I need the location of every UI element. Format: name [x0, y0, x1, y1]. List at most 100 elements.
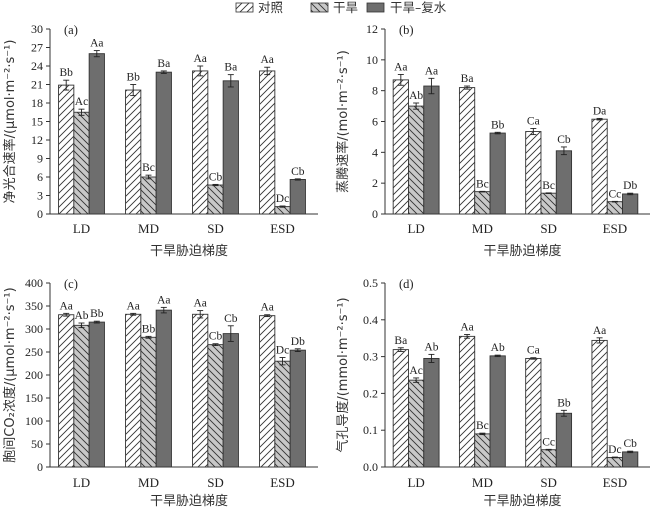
x-category-label: LD — [73, 221, 90, 236]
y-tick-label: 21 — [31, 78, 43, 92]
significance-label: Dc — [608, 444, 621, 456]
significance-label: Aa — [593, 325, 606, 337]
y-tick-label: 10 — [366, 53, 378, 67]
significance-label: Bc — [142, 162, 155, 174]
y-tick-label: 9 — [37, 152, 43, 166]
y-tick-label: 15 — [31, 115, 43, 129]
y-tick-label: 12 — [31, 133, 43, 147]
bar-drought — [540, 192, 557, 215]
y-tick-label: 0.0 — [363, 460, 378, 474]
significance-label: Aa — [394, 61, 407, 73]
legend-item-recovery: 干旱–复水 — [366, 0, 447, 15]
panel-a: 0 3 6 9 12 15 18 21 24 27 30 (a) 净光合速率/(μmol·m⁻²·s⁻¹… — [2, 22, 318, 259]
y-axis-title: 蒸腾速率/(mol·m⁻²·s⁻¹) — [335, 50, 351, 193]
panel-b: 0 2 4 6 8 10 12 (b) 蒸腾速率/(mol·m⁻²·s⁻¹) 干旱胁迫梯度 LD Aa… — [335, 22, 650, 259]
significance-label: Bc — [476, 178, 489, 190]
significance-label: Cb — [209, 171, 223, 183]
bar-control — [591, 118, 608, 215]
significance-label: Db — [623, 180, 637, 192]
significance-label: Da — [593, 105, 606, 117]
significance-label: Aa — [90, 38, 103, 50]
bar-control — [58, 314, 75, 468]
significance-label: Cc — [608, 188, 621, 200]
bar-recovery — [155, 71, 172, 215]
significance-label: Cb — [557, 134, 571, 146]
bar-control — [58, 84, 75, 215]
bar-recovery — [423, 85, 440, 215]
bar-drought — [274, 206, 291, 215]
legend-swatch-recovery — [366, 2, 385, 13]
y-tick-label: 0.3 — [363, 350, 378, 364]
bar-drought — [140, 336, 157, 468]
significance-label: Dc — [276, 345, 289, 357]
significance-label: Aa — [193, 298, 206, 310]
bar-drought — [474, 433, 491, 468]
significance-label: Cb — [623, 438, 637, 450]
legend-swatch-control — [235, 2, 254, 13]
significance-label: Cb — [291, 166, 305, 178]
significance-label: Aa — [157, 294, 170, 306]
bar-drought — [207, 184, 224, 215]
significance-label: Ac — [75, 96, 88, 108]
bar-drought — [408, 105, 425, 215]
y-tick-label: 0.5 — [363, 276, 378, 290]
legend-item-drought: 干旱 — [310, 0, 358, 15]
significance-label: Cb — [209, 331, 223, 343]
bar-drought — [274, 360, 291, 468]
bar-control — [125, 313, 142, 468]
y-tick-label: 8 — [372, 84, 378, 98]
x-category-label: SD — [207, 221, 224, 236]
significance-label: Aa — [59, 300, 72, 312]
x-category-label: ESD — [603, 475, 628, 490]
y-tick-label: 12 — [366, 22, 378, 36]
bar-control — [192, 313, 209, 468]
y-tick-label: 0.1 — [363, 423, 378, 437]
y-tick-label: 3 — [37, 189, 43, 203]
significance-label: Aa — [425, 65, 438, 77]
y-tick-label: 24 — [31, 59, 43, 73]
x-axis-title: 干旱胁迫梯度 — [483, 493, 561, 509]
significance-label: Aa — [260, 302, 273, 314]
significance-label: Bb — [491, 119, 505, 131]
bar-drought — [606, 201, 623, 215]
bar-recovery — [222, 80, 239, 215]
panel-c: 0 50 100 150 200 250 300 350 400 (c) 胞间CO₂浓度/(μmol… — [2, 276, 318, 509]
y-tick-label: 18 — [31, 96, 43, 110]
y-tick-label: 200 — [25, 368, 43, 382]
bar-recovery — [489, 355, 506, 468]
significance-label: Bb — [557, 397, 571, 409]
legend-swatch-drought — [310, 2, 329, 13]
x-category-label: LD — [407, 475, 424, 490]
panel-d: 0.0 0.1 0.2 0.3 0.4 0.5 (d) 气孔导度/(mmol·m⁻²·s⁻¹)… — [335, 276, 650, 509]
bar-recovery — [222, 333, 239, 468]
legend-label-drought: 干旱 — [333, 0, 358, 15]
significance-label: Bb — [126, 72, 140, 84]
significance-label: Ba — [394, 335, 407, 347]
x-category-label: MD — [472, 475, 493, 490]
significance-label: Bc — [476, 420, 489, 432]
bar-recovery — [88, 321, 105, 468]
bar-drought — [73, 111, 90, 215]
bar-recovery — [155, 309, 172, 468]
y-tick-label: 4 — [372, 145, 378, 159]
significance-label: Ab — [491, 342, 505, 354]
x-axis-title: 干旱胁迫梯度 — [150, 243, 228, 259]
y-tick-label: 0 — [37, 460, 43, 474]
significance-label: Aa — [460, 322, 473, 334]
significance-label: Aa — [260, 54, 273, 66]
y-axis-title: 胞间CO₂浓度/(μmol·m⁻²·s⁻¹) — [2, 287, 18, 462]
x-category-label: LD — [407, 221, 424, 236]
bar-drought — [474, 191, 491, 215]
y-axis-title: 气孔导度/(mmol·m⁻²·s⁻¹) — [335, 297, 351, 452]
x-category-label: SD — [207, 475, 224, 490]
bar-drought — [540, 449, 557, 468]
bar-recovery — [289, 349, 306, 468]
bar-control — [192, 70, 209, 215]
legend: 对照 干旱 干旱–复水 — [235, 0, 447, 15]
panel-label: (d) — [399, 277, 414, 291]
bar-drought — [73, 324, 90, 468]
y-tick-label: 350 — [25, 299, 43, 313]
bar-recovery — [423, 357, 440, 468]
panel-label: (a) — [64, 23, 78, 37]
significance-label: Ab — [74, 310, 88, 322]
